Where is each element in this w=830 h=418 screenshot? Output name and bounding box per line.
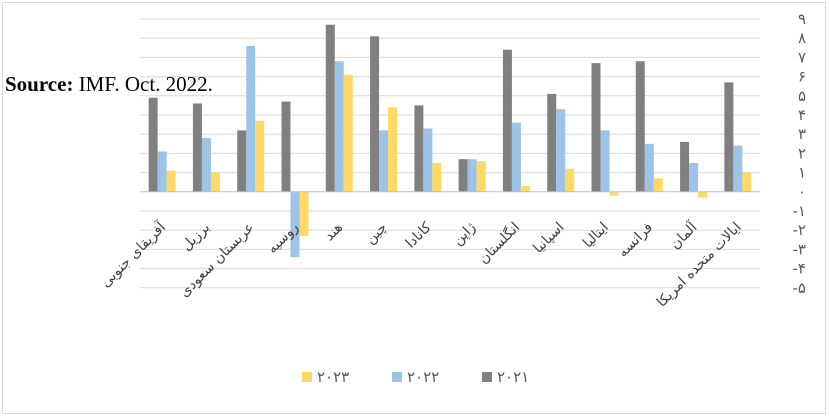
bar-2021	[414, 105, 424, 192]
y-tick-label: ۴	[798, 106, 806, 124]
bars	[148, 24, 752, 258]
bar-2021	[281, 101, 291, 192]
category-label: ایالات متحده امریکا	[654, 220, 745, 311]
category-label: ایتالیا	[580, 220, 612, 252]
bar-2023	[166, 170, 176, 192]
bar-2021	[458, 159, 468, 192]
bar-2021	[680, 141, 690, 192]
bar-2023	[653, 178, 663, 192]
bar-2022	[423, 128, 433, 192]
y-tick-label: ۸	[798, 29, 806, 47]
bar-2023	[299, 191, 309, 236]
y-tick-label: -۳	[793, 240, 806, 258]
chart-frame	[2, 2, 826, 414]
bar-2022	[644, 143, 654, 192]
y-tick-label: ۵	[798, 87, 806, 105]
y-tick-label: ۷	[798, 48, 806, 66]
bar-2023	[388, 107, 398, 192]
bar-2022	[600, 130, 610, 192]
y-tick-label: ۲	[798, 144, 806, 162]
bar-2022	[290, 191, 300, 258]
bar-2021	[370, 36, 380, 192]
y-tick-label: ۹	[798, 10, 806, 28]
bar-2021	[724, 82, 734, 192]
bar-2021	[635, 61, 645, 192]
y-tick-label: ۳	[798, 125, 806, 143]
bar-2023	[210, 172, 220, 192]
legend-swatch	[302, 372, 312, 382]
bar-2021	[325, 24, 335, 192]
bar-2022	[157, 151, 167, 192]
bar-2023	[520, 186, 530, 192]
source-label: Source:	[5, 72, 74, 96]
legend-label: ۲۰۲۱	[497, 368, 529, 386]
category-label: هند	[321, 220, 346, 245]
bar-2022	[467, 159, 477, 192]
bar-2022	[689, 163, 699, 192]
category-label: آلمان	[667, 218, 702, 253]
bar-2021	[547, 93, 557, 192]
bar-2023	[742, 172, 752, 192]
legend-swatch	[392, 372, 402, 382]
bar-2022	[556, 109, 566, 192]
category-label: اسپانیا	[530, 220, 567, 257]
bar-2023	[698, 191, 708, 198]
category-label: فرانسه	[615, 220, 656, 261]
bar-2021	[148, 97, 158, 192]
legend-swatch	[482, 372, 492, 382]
bar-2023	[343, 74, 353, 192]
y-tick-label: -۱	[793, 202, 806, 220]
source-note: Source: IMF. Oct. 2022.	[5, 72, 213, 97]
y-tick-label: ۰	[798, 183, 806, 201]
bar-2021	[502, 49, 512, 192]
bar-2022	[379, 130, 389, 192]
category-label: برزیل	[179, 220, 214, 255]
bar-2023	[609, 191, 619, 196]
category-label: ژاپن	[450, 219, 479, 248]
bar-2022	[733, 145, 743, 192]
category-label: چین	[362, 220, 390, 248]
y-tick-label: ۶	[798, 68, 806, 86]
bar-2022	[334, 61, 344, 192]
y-tick-label: -۴	[793, 260, 806, 278]
legend: ۲۰۲۳ ۲۰۲۲ ۲۰۲۱	[302, 368, 529, 386]
source-text: IMF. Oct. 2022.	[73, 72, 213, 96]
y-tick-label: -۲	[793, 221, 806, 239]
bar-2023	[255, 120, 265, 192]
bar-2021	[192, 103, 202, 192]
bar-2022	[246, 45, 256, 192]
bar-2022	[511, 122, 521, 192]
category-label: آفریقای جنوبی	[97, 218, 170, 291]
legend-label: ۲۰۲۲	[407, 368, 439, 386]
y-tick-label: -۵	[793, 279, 806, 297]
bar-2022	[201, 138, 211, 192]
y-tick-label: ۱	[798, 164, 806, 182]
bar-2023	[476, 161, 486, 192]
bar-2023	[565, 168, 575, 192]
bar-2021	[237, 130, 247, 192]
category-label: انگلستان	[475, 219, 523, 267]
bar-2023	[432, 163, 442, 192]
gridlines	[140, 18, 760, 289]
legend-label: ۲۰۲۳	[317, 368, 349, 386]
category-label: کانادا	[403, 219, 435, 251]
bar-2021	[591, 63, 601, 192]
